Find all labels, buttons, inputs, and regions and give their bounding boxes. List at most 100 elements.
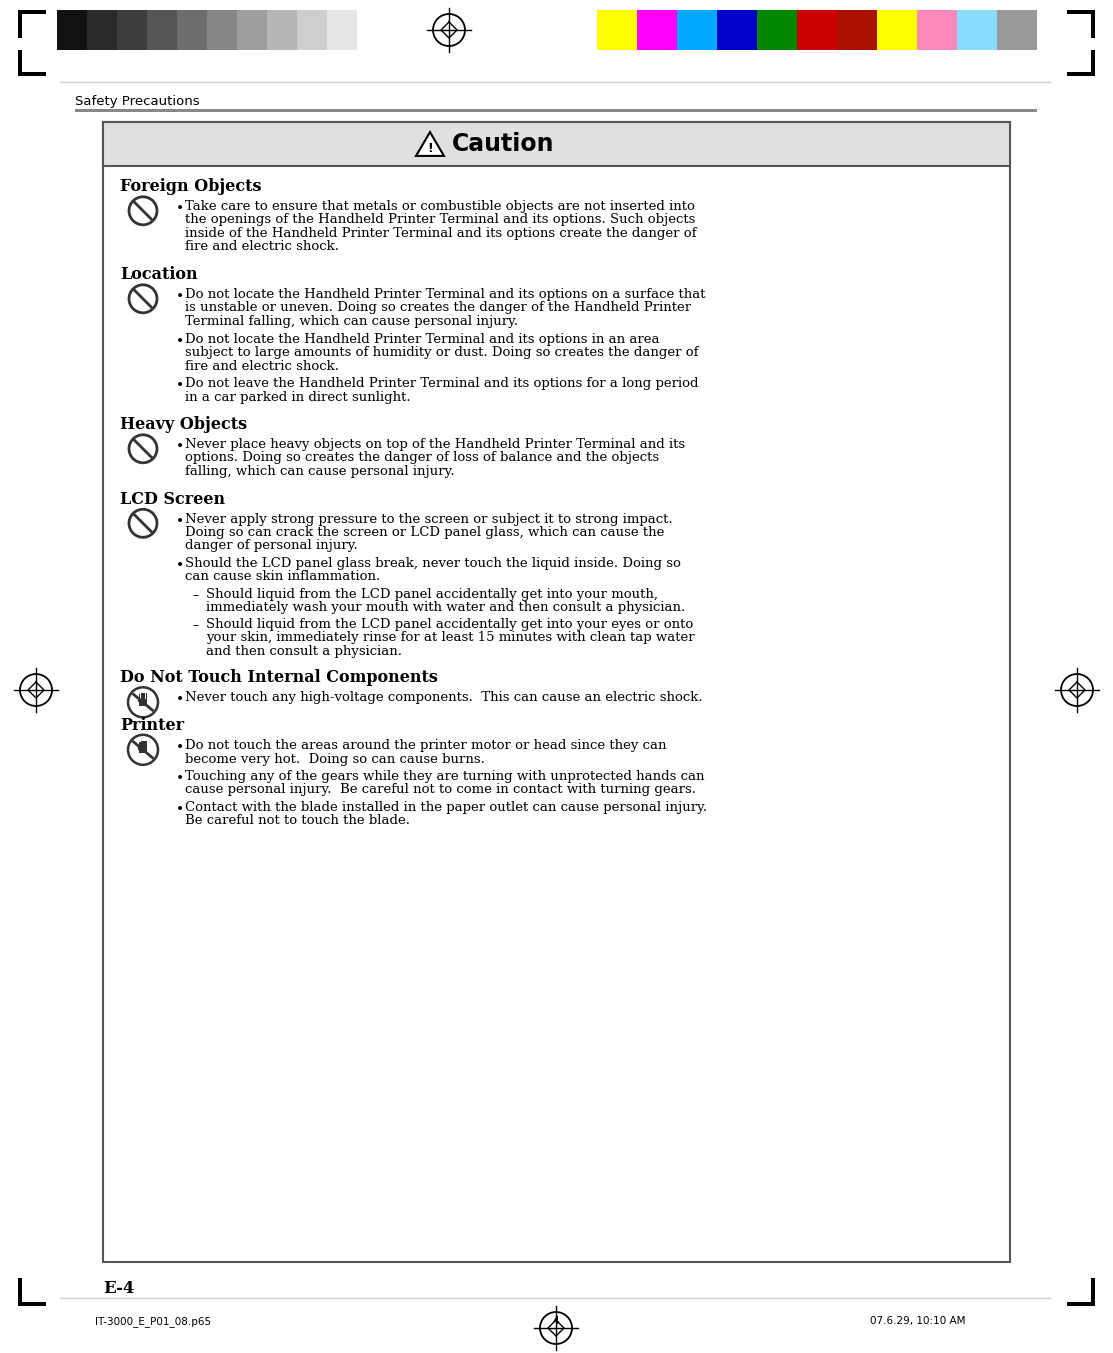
- Bar: [87, 9, 117, 50]
- Text: •: •: [176, 771, 185, 785]
- Text: is unstable or uneven. Doing so creates the danger of the Handheld Printer: is unstable or uneven. Doing so creates …: [185, 302, 691, 314]
- Text: Be careful not to touch the blade.: Be careful not to touch the blade.: [185, 815, 410, 828]
- Text: Do not locate the Handheld Printer Terminal and its options on a surface that: Do not locate the Handheld Printer Termi…: [185, 288, 706, 300]
- Text: •: •: [176, 202, 185, 215]
- Bar: [104, 122, 1009, 1262]
- Bar: [75, 110, 1037, 111]
- Bar: [18, 72, 46, 76]
- Bar: [138, 698, 139, 702]
- Bar: [1091, 1279, 1095, 1306]
- Text: Never apply strong pressure to the screen or subject it to strong impact.: Never apply strong pressure to the scree…: [185, 513, 672, 525]
- Text: Contact with the blade installed in the paper outlet can cause personal injury.: Contact with the blade installed in the …: [185, 801, 707, 815]
- Text: •: •: [176, 802, 185, 816]
- Bar: [757, 9, 797, 50]
- Text: danger of personal injury.: danger of personal injury.: [185, 540, 357, 552]
- Bar: [1067, 9, 1095, 14]
- Bar: [139, 694, 140, 700]
- Text: Should the LCD panel glass break, never touch the liquid inside. Doing so: Should the LCD panel glass break, never …: [185, 557, 681, 570]
- Polygon shape: [416, 133, 444, 156]
- Text: 07.6.29, 10:10 AM: 07.6.29, 10:10 AM: [870, 1316, 965, 1326]
- Bar: [146, 693, 147, 700]
- Bar: [139, 747, 147, 754]
- Text: Should liquid from the LCD panel accidentally get into your eyes or onto: Should liquid from the LCD panel acciden…: [206, 618, 693, 630]
- Bar: [1091, 50, 1095, 76]
- Text: •: •: [176, 377, 185, 392]
- Text: cause personal injury.  Be careful not to come in contact with turning gears.: cause personal injury. Be careful not to…: [185, 783, 696, 797]
- Text: Terminal falling, which can cause personal injury.: Terminal falling, which can cause person…: [185, 315, 519, 327]
- Bar: [141, 693, 142, 700]
- Text: Doing so can crack the screen or LCD panel glass, which can cause the: Doing so can crack the screen or LCD pan…: [185, 526, 664, 538]
- Bar: [877, 9, 917, 50]
- Text: •: •: [176, 557, 185, 572]
- Text: immediately wash your mouth with water and then consult a physician.: immediately wash your mouth with water a…: [206, 602, 686, 614]
- Text: Caution: Caution: [452, 133, 554, 156]
- Bar: [117, 9, 147, 50]
- Bar: [18, 1302, 46, 1306]
- Text: fire and electric shock.: fire and electric shock.: [185, 241, 339, 253]
- Text: •: •: [176, 438, 185, 453]
- Bar: [207, 9, 237, 50]
- Bar: [147, 9, 177, 50]
- Bar: [138, 746, 139, 750]
- Text: IT-3000_E_P01_08.p65: IT-3000_E_P01_08.p65: [95, 1316, 211, 1327]
- Bar: [57, 9, 87, 50]
- Bar: [917, 9, 957, 50]
- Bar: [997, 9, 1037, 50]
- Text: Do not touch the areas around the printer motor or head since they can: Do not touch the areas around the printe…: [185, 739, 667, 752]
- Bar: [1067, 72, 1095, 76]
- Text: become very hot.  Doing so can cause burns.: become very hot. Doing so can cause burn…: [185, 752, 485, 766]
- Bar: [267, 9, 297, 50]
- Text: fire and electric shock.: fire and electric shock.: [185, 360, 339, 372]
- Bar: [144, 740, 145, 747]
- Text: •: •: [176, 740, 185, 754]
- Bar: [297, 9, 327, 50]
- Text: •: •: [176, 693, 185, 706]
- Text: in a car parked in direct sunlight.: in a car parked in direct sunlight.: [185, 391, 411, 403]
- Text: Foreign Objects: Foreign Objects: [120, 179, 262, 195]
- Text: inside of the Handheld Printer Terminal and its options create the danger of: inside of the Handheld Printer Terminal …: [185, 227, 697, 239]
- Text: •: •: [176, 290, 185, 303]
- Text: can cause skin inflammation.: can cause skin inflammation.: [185, 571, 381, 583]
- Bar: [177, 9, 207, 50]
- Bar: [18, 1279, 22, 1306]
- Bar: [146, 740, 147, 747]
- Text: 4: 4: [553, 1316, 560, 1326]
- Text: options. Doing so creates the danger of loss of balance and the objects: options. Doing so creates the danger of …: [185, 452, 659, 464]
- Bar: [139, 700, 147, 706]
- Text: –: –: [193, 589, 198, 602]
- Text: the openings of the Handheld Printer Terminal and its options. Such objects: the openings of the Handheld Printer Ter…: [185, 214, 696, 226]
- Text: your skin, immediately rinse for at least 15 minutes with clean tap water: your skin, immediately rinse for at leas…: [206, 632, 695, 644]
- Text: Location: Location: [120, 267, 198, 283]
- Bar: [957, 9, 997, 50]
- Text: •: •: [176, 514, 185, 528]
- Bar: [18, 50, 22, 76]
- Bar: [1091, 9, 1095, 38]
- Text: –: –: [193, 620, 198, 632]
- Text: Printer: Printer: [120, 717, 184, 733]
- Text: LCD Screen: LCD Screen: [120, 491, 225, 507]
- Bar: [18, 9, 22, 38]
- Bar: [141, 740, 142, 747]
- Text: Never place heavy objects on top of the Handheld Printer Terminal and its: Never place heavy objects on top of the …: [185, 438, 686, 451]
- Text: E-4: E-4: [104, 1280, 135, 1298]
- Text: subject to large amounts of humidity or dust. Doing so creates the danger of: subject to large amounts of humidity or …: [185, 346, 699, 359]
- Bar: [597, 9, 637, 50]
- Bar: [1067, 1302, 1095, 1306]
- Bar: [144, 693, 145, 700]
- Text: Never touch any high-voltage components.  This can cause an electric shock.: Never touch any high-voltage components.…: [185, 691, 702, 705]
- Text: Heavy Objects: Heavy Objects: [120, 415, 247, 433]
- Bar: [104, 122, 1009, 166]
- Text: Do Not Touch Internal Components: Do Not Touch Internal Components: [120, 670, 437, 686]
- Text: Do not locate the Handheld Printer Terminal and its options in an area: Do not locate the Handheld Printer Termi…: [185, 333, 660, 345]
- Text: Take care to ensure that metals or combustible objects are not inserted into: Take care to ensure that metals or combu…: [185, 200, 695, 212]
- Bar: [837, 9, 877, 50]
- Bar: [717, 9, 757, 50]
- Bar: [237, 9, 267, 50]
- Text: •: •: [176, 333, 185, 348]
- Text: Touching any of the gears while they are turning with unprotected hands can: Touching any of the gears while they are…: [185, 770, 705, 783]
- Text: Safety Precautions: Safety Precautions: [75, 95, 199, 108]
- Bar: [637, 9, 677, 50]
- Bar: [327, 9, 357, 50]
- Bar: [139, 741, 140, 747]
- Text: Should liquid from the LCD panel accidentally get into your mouth,: Should liquid from the LCD panel acciden…: [206, 589, 658, 601]
